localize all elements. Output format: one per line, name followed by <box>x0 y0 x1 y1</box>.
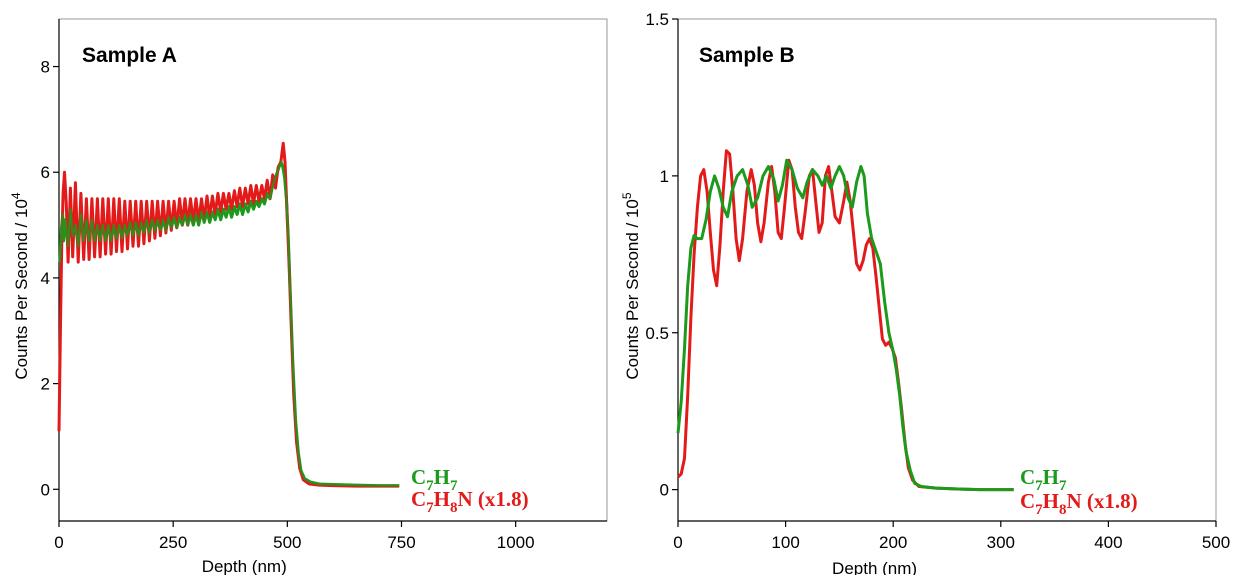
x-tick-label: 300 <box>987 533 1015 552</box>
legend-entry-c7h8n: C7H8N (x1.8) <box>411 487 529 516</box>
y-axis-label: Counts Per Second / 104 <box>9 192 31 380</box>
x-axis-label: Depth (nm) <box>832 559 917 575</box>
x-axis-label: Depth (nm) <box>202 557 287 575</box>
y-tick-label: 4 <box>41 269 50 288</box>
plot-frame <box>58 18 608 522</box>
legend-text: C <box>1020 465 1035 489</box>
chart-panel-2: 0 0.5 1 1.5 0 100 200 300 400 500 Depth (nm) Counts… <box>620 10 1230 575</box>
y-tick-label: 0.5 <box>645 324 669 343</box>
legend-subscript: 7 <box>450 478 458 494</box>
y-tick-label: 0 <box>41 480 50 499</box>
y-axis-label-exponent: 4 <box>9 192 23 199</box>
legend-subscript: 8 <box>450 500 458 516</box>
series-line-c7h8n <box>57 141 400 488</box>
y-tick-label: 6 <box>41 163 50 182</box>
x-tick-label: 750 <box>387 533 415 552</box>
x-tick-label: 1000 <box>497 533 535 552</box>
legend-text: N (x1.8) <box>1067 489 1138 513</box>
y-tick-label: 1 <box>660 167 669 186</box>
x-tick-label: 200 <box>879 533 907 552</box>
y-axis-label-exponent: 5 <box>620 192 634 199</box>
chart-panel-1: 0 2 4 6 8 0 250 500 750 1000 Depth (nm) Counts Per … <box>9 18 608 575</box>
x-tick-label: 0 <box>673 533 682 552</box>
chart-title: Sample A <box>82 44 177 67</box>
y-tick-label: 8 <box>41 58 50 77</box>
y-tick-label: 0 <box>660 481 669 500</box>
legend-text: N (x1.8) <box>458 487 529 511</box>
legend-text: C <box>411 465 426 489</box>
legend-text: H <box>1043 489 1059 513</box>
legend-text: H <box>1043 465 1059 489</box>
series-line-c7h7 <box>676 158 1014 492</box>
series-line-c7h7 <box>58 160 400 487</box>
legend-text: C <box>411 487 426 511</box>
plot-frame <box>677 18 1217 522</box>
legend-entry-c7h8n: C7H8N (x1.8) <box>1020 489 1138 518</box>
y-tick-label: 2 <box>41 375 50 394</box>
legend-text: H <box>434 465 450 489</box>
y-axis-label: Counts Per Second / 105 <box>620 192 642 380</box>
x-tick-label: 400 <box>1094 533 1122 552</box>
legend-subscript: 8 <box>1059 502 1067 518</box>
legend-subscript: 7 <box>1059 478 1067 494</box>
legend-entry-c7h7: C7H7 <box>1020 465 1067 494</box>
x-tick-label: 500 <box>273 533 301 552</box>
legend-subscript: 7 <box>1035 502 1043 518</box>
legend-subscript: 7 <box>426 500 434 516</box>
legend-subscript: 7 <box>1035 478 1043 494</box>
x-tick-label: 100 <box>771 533 799 552</box>
legend-subscript: 7 <box>426 478 434 494</box>
legend-text: H <box>434 487 450 511</box>
series-line-c7h8n <box>676 149 1014 492</box>
x-tick-label: 500 <box>1202 533 1230 552</box>
y-tick-label: 1.5 <box>645 10 669 29</box>
x-tick-label: 0 <box>54 533 63 552</box>
x-tick-label: 250 <box>159 533 187 552</box>
chart-title: Sample B <box>699 44 795 67</box>
legend-text: C <box>1020 489 1035 513</box>
legend-entry-c7h7: C7H7 <box>411 465 458 494</box>
